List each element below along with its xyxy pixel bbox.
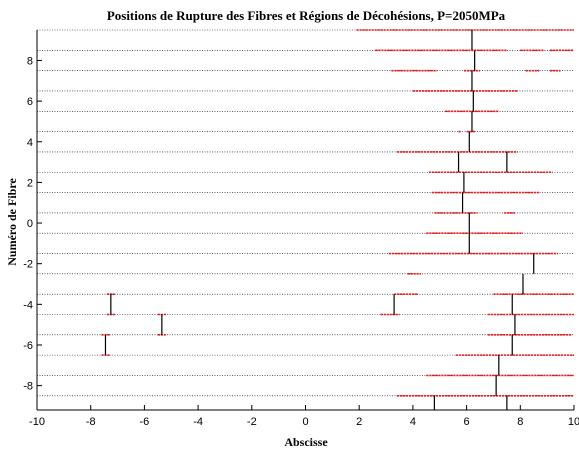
x-tick-label: -10 — [29, 416, 45, 428]
x-tick-label: -8 — [86, 416, 96, 428]
y-tick-label: -8 — [23, 381, 33, 393]
y-tick-label: 4 — [27, 137, 33, 149]
y-tick-label: -2 — [23, 259, 33, 271]
x-tick-label: 4 — [410, 416, 416, 428]
chart-title: Positions de Rupture des Fibres et Régio… — [107, 8, 506, 23]
x-tick-label: -4 — [193, 416, 203, 428]
debonding-layer — [101, 29, 574, 397]
x-tick-label: 6 — [464, 416, 470, 428]
grid-layer — [37, 29, 574, 397]
y-tick-label: -4 — [23, 299, 33, 311]
x-tick-label: -6 — [140, 416, 150, 428]
y-axis-label: Numéro de Fibre — [5, 178, 19, 266]
y-tick-label: -6 — [23, 340, 33, 352]
y-tick-label: 0 — [27, 218, 33, 230]
x-tick-label: 8 — [517, 416, 523, 428]
fibre-break-layer — [104, 30, 535, 410]
y-tick-label: 8 — [27, 55, 33, 67]
x-tick-label: 0 — [302, 416, 308, 428]
x-tick-label: -2 — [247, 416, 257, 428]
axes-layer — [36, 30, 574, 411]
x-tick-label: 2 — [356, 416, 362, 428]
tick-layer: -10 -8 -6 -4 -2 0 2 4 6 8 10 -8 -6 -4 -2 0 2 4 6 8 — [23, 55, 579, 428]
y-tick-label: 2 — [27, 177, 33, 189]
x-tick-label: 10 — [568, 416, 579, 428]
x-axis-label: Abscisse — [284, 435, 328, 449]
y-tick-label: 6 — [27, 96, 33, 108]
